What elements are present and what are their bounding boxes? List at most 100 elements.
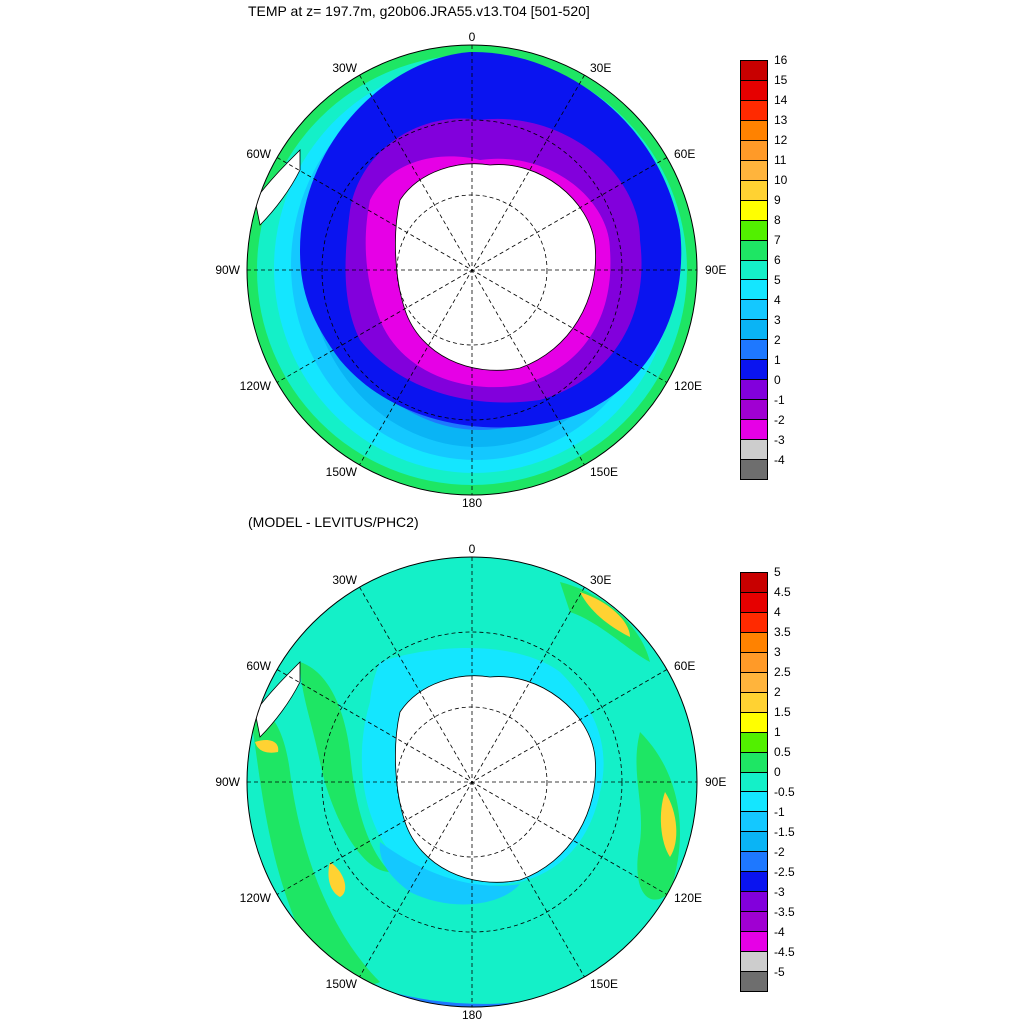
top-polar-map: 0 30E 60E 90E 120E 150E 180 150W 120W 90… [215, 30, 726, 510]
top-panel-title: TEMP at z= 197.7m, g20b06.JRA55.v13.T04 … [248, 3, 590, 19]
colorbar-segment [741, 952, 767, 973]
colorbar-tick-label: -4.5 [774, 945, 795, 959]
colorbar-tick-label: 1 [774, 725, 781, 739]
colorbar-tick-label: 11 [774, 153, 787, 167]
lon-label-90e: 90E [705, 775, 726, 789]
map-boundary [246, 556, 698, 1008]
colorbar-tick-label: 14 [774, 93, 788, 107]
lon-label-30e: 30E [590, 573, 611, 587]
colorbar-tick-label: -2 [774, 845, 785, 859]
lon-label-30e: 30E [590, 61, 611, 75]
colorbar-segment [741, 932, 767, 953]
colorbar-segment [741, 260, 767, 281]
bottom-panel-title: (MODEL - LEVITUS/PHC2) [248, 514, 419, 530]
colorbar-tick-label: 3 [774, 313, 781, 327]
colorbar-segment [741, 672, 767, 693]
colorbar-segment [741, 220, 767, 241]
colorbar-tick-label: -3.5 [774, 905, 795, 919]
colorbar-tick-label: -1 [774, 393, 785, 407]
colorbar-tick-label: 10 [774, 173, 788, 187]
colorbar-segment [741, 61, 767, 81]
graticule [247, 557, 697, 1007]
colorbar-tick-label: 2 [774, 685, 781, 699]
map-boundary [246, 44, 698, 496]
graticule [247, 45, 697, 495]
lon-label-0: 0 [469, 542, 476, 556]
colorbar-segment [741, 652, 767, 673]
colorbar-tick-label: -0.5 [774, 785, 795, 799]
colorbar-tick-label: 0 [774, 765, 781, 779]
lon-label-60w: 60W [246, 659, 271, 673]
colorbar-segment [741, 872, 767, 893]
colorbar-segment [741, 100, 767, 121]
lon-label-90e: 90E [705, 263, 726, 277]
lon-label-150e: 150E [590, 977, 618, 991]
colorbar-segment [741, 320, 767, 341]
colorbar-segment [741, 732, 767, 753]
colorbar-tick-label: 4 [774, 293, 781, 307]
lon-label-60e: 60E [674, 659, 695, 673]
lon-label-90w: 90W [215, 263, 240, 277]
colorbar-segment [741, 972, 767, 992]
colorbar-segment [741, 440, 767, 461]
longitude-labels: 0 30E 60E 90E 120E 150E 180 150W 120W 90… [215, 542, 726, 1022]
lon-label-60e: 60E [674, 147, 695, 161]
colorbar-segment [741, 380, 767, 401]
lon-label-180: 180 [462, 1008, 482, 1022]
colorbar-tick-label: 5 [774, 273, 781, 287]
top-colorbar [740, 60, 768, 480]
colorbar-tick-label: 3.5 [774, 625, 791, 639]
bottom-colorbar [740, 572, 768, 992]
colorbar-segment [741, 772, 767, 793]
colorbar-tick-label: 0.5 [774, 745, 791, 759]
colorbar-segment [741, 360, 767, 381]
colorbar-segment [741, 592, 767, 613]
lon-label-120e: 120E [674, 891, 702, 905]
lon-label-30w: 30W [332, 61, 357, 75]
colorbar-segment [741, 712, 767, 733]
colorbar-segment [741, 200, 767, 221]
colorbar-segment [741, 573, 767, 593]
colorbar-tick-label: 2 [774, 333, 781, 347]
colorbar-tick-label: 8 [774, 213, 781, 227]
colorbar-segment [741, 300, 767, 321]
lon-label-120w: 120W [240, 379, 272, 393]
colorbar-tick-label: 5 [774, 565, 781, 579]
colorbar-tick-label: -3 [774, 885, 785, 899]
colorbar-tick-label: 9 [774, 193, 781, 207]
colorbar-segment [741, 460, 767, 480]
colorbar-tick-label: -1.5 [774, 825, 795, 839]
longitude-labels: 0 30E 60E 90E 120E 150E 180 150W 120W 90… [215, 30, 726, 510]
lon-label-150e: 150E [590, 465, 618, 479]
colorbar-segment [741, 612, 767, 633]
colorbar-tick-label: -2 [774, 413, 785, 427]
colorbar-tick-label: 15 [774, 73, 788, 87]
colorbar-tick-label: 12 [774, 133, 788, 147]
lon-label-90w: 90W [215, 775, 240, 789]
colorbar-segment [741, 832, 767, 853]
colorbar-tick-label: -4 [774, 925, 785, 939]
colorbar-tick-label: -4 [774, 453, 785, 467]
colorbar-segment [741, 792, 767, 813]
colorbar-tick-label: 7 [774, 233, 781, 247]
lon-label-180: 180 [462, 496, 482, 510]
colorbar-tick-label: -3 [774, 433, 785, 447]
colorbar-tick-label: 4.5 [774, 585, 791, 599]
lon-label-120e: 120E [674, 379, 702, 393]
colorbar-tick-label: -5 [774, 965, 785, 979]
colorbar-tick-label: 6 [774, 253, 781, 267]
lon-label-150w: 150W [326, 465, 358, 479]
colorbar-tick-label: 3 [774, 645, 781, 659]
colorbar-tick-label: 16 [774, 53, 788, 67]
lon-label-30w: 30W [332, 573, 357, 587]
colorbar-segment [741, 812, 767, 833]
lon-label-0: 0 [469, 30, 476, 44]
colorbar-tick-label: 4 [774, 605, 781, 619]
colorbar-segment [741, 752, 767, 773]
colorbar-segment [741, 692, 767, 713]
colorbar-segment [741, 180, 767, 201]
colorbar-segment [741, 912, 767, 933]
colorbar-segment [741, 400, 767, 421]
colorbar-segment [741, 340, 767, 361]
lon-label-150w: 150W [326, 977, 358, 991]
